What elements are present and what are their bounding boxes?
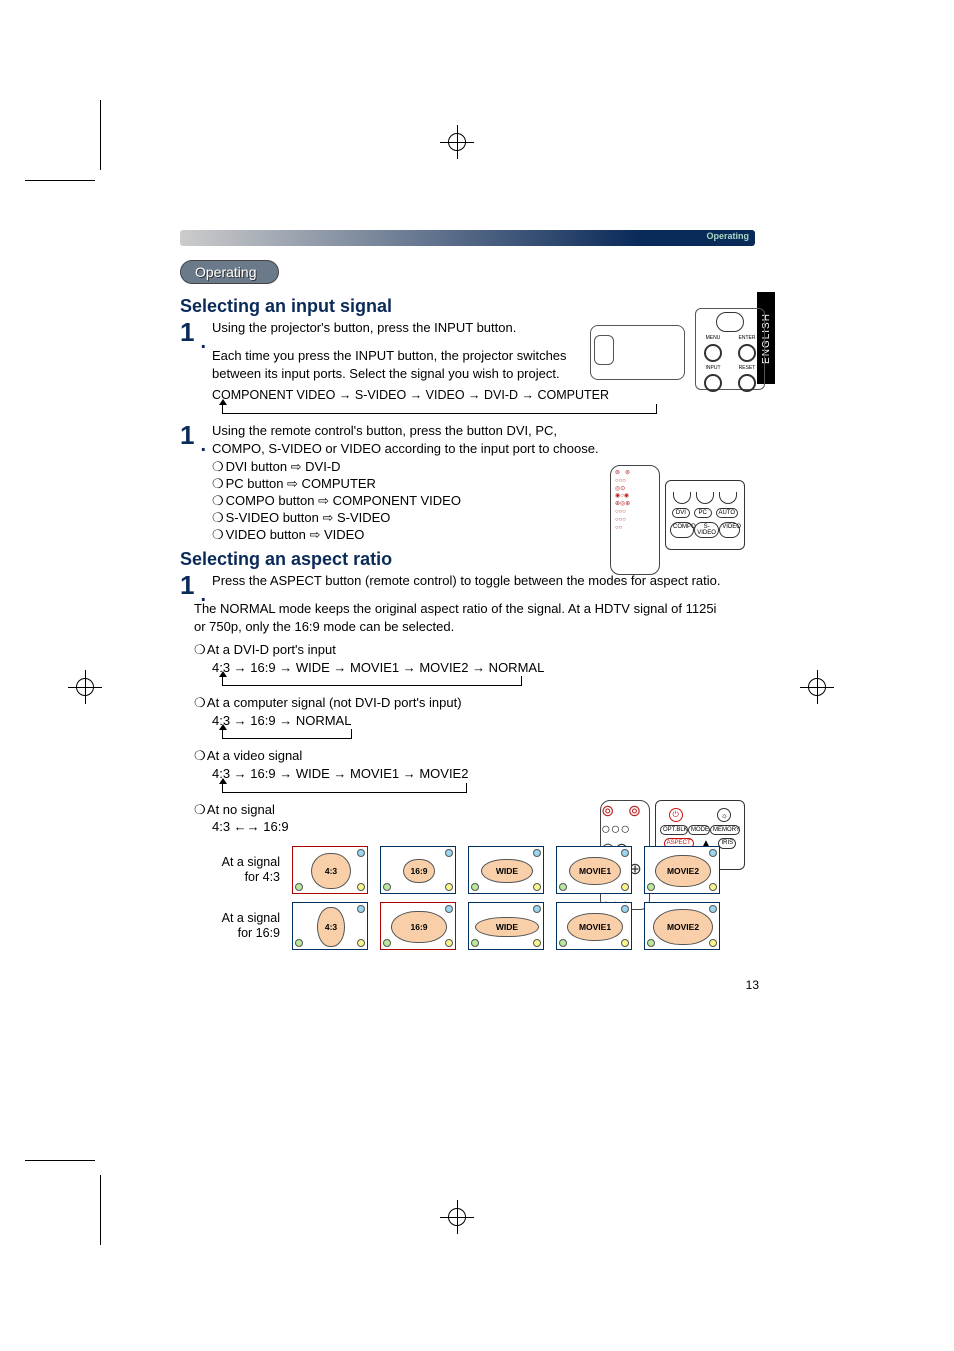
case-label: ❍ At a video signal (194, 747, 755, 765)
crop-tl-h (25, 180, 95, 181)
reg-top (440, 125, 474, 159)
crop-tl-v (100, 100, 101, 170)
aspect-case: ❍ At a computer signal (not DVI-D port's… (180, 694, 755, 739)
step-number: 1 (180, 319, 194, 345)
remote-btn-iris: IRIS (718, 838, 736, 849)
case-chain: 4:3 → 16:9 → WIDE → MOVIE1 → MOVIE2 (212, 765, 755, 783)
loop-line-1 (222, 404, 657, 414)
remote-btn-compo: COMPO (670, 522, 694, 538)
projector-diagram: MENU ENTER INPUT RESET (590, 300, 765, 390)
panel-label-input: INPUT (696, 365, 730, 371)
case-label: ❍ At a DVI-D port's input (194, 641, 755, 659)
case-chain: 4:3 → 16:9 → NORMAL (212, 712, 755, 730)
aspect-case: ❍ At a video signal4:3 → 16:9 → WIDE → M… (180, 747, 755, 792)
aspect-box-movie1: MOVIE1 (556, 846, 632, 894)
aspect-box-label: MOVIE1 (579, 866, 611, 876)
remote-btn-dvi: DVI (672, 508, 690, 518)
section1-step1b: 1. Using the remote control's button, pr… (180, 422, 755, 457)
aspect-row: At a signalfor 4:3 4:3 16:9 WIDE MOVIE1 MOVIE… (180, 846, 755, 894)
aspect-box-label: MOVIE1 (579, 922, 611, 932)
aspect-box-label: MOVIE2 (667, 922, 699, 932)
reg-right (800, 670, 834, 704)
aspect-box-wide: WIDE (468, 846, 544, 894)
power-icon: ⏻ (669, 808, 683, 822)
remote-btn-auto: AUTO (716, 508, 739, 518)
aspect-box-movie1: MOVIE1 (556, 902, 632, 950)
crop-bl-h (25, 1160, 95, 1161)
aspect-box-label: MOVIE2 (667, 866, 699, 876)
header-bar-label: Operating (706, 231, 749, 241)
aspect-box-label: WIDE (496, 866, 518, 876)
aspect-box-label: 4:3 (325, 922, 337, 932)
case-label: ❍ At a computer signal (not DVI-D port's… (194, 694, 755, 712)
remote-btn-mode: MODE (688, 825, 710, 835)
step1a-cont: Each time you press the INPUT button, th… (212, 347, 572, 382)
aspect-box-label: 4:3 (325, 866, 337, 876)
loop-line (222, 729, 352, 739)
bullet-video: VIDEO button ⇨ VIDEO (226, 527, 365, 542)
reg-left (68, 670, 102, 704)
header-bar: Operating (180, 230, 755, 246)
aspect-box-wide: WIDE (468, 902, 544, 950)
case-chain: 4:3 → 16:9 → WIDE → MOVIE1 → MOVIE2 → NO… (212, 659, 755, 677)
loop-line (222, 676, 522, 686)
bullet-compo: COMPO button ⇨ COMPONENT VIDEO (226, 493, 461, 508)
operating-pill: Operating (180, 260, 279, 284)
remote-btn-svideo: S-VIDEO (694, 522, 719, 538)
panel-label-menu: MENU (696, 335, 730, 341)
remote-btn-pc: PC (694, 508, 712, 518)
remote-diagram-1: ⊚ ⊚○○○◎⊙◉○◉⊕◎⊕○○○○○○○○ DVI PC AUTO COMPO… (610, 465, 745, 580)
remote-btn-memory: MEMORY (710, 825, 740, 835)
bullet-pc: PC button ⇨ COMPUTER (226, 476, 376, 491)
remote1-callout: DVI PC AUTO COMPO S-VIDEO VIDEO (665, 480, 745, 550)
lamp-icon: ☼ (717, 808, 731, 822)
panel-label-enter: ENTER (730, 335, 764, 341)
crop-bl-v (100, 1175, 101, 1245)
aspect-box-label: WIDE (496, 922, 518, 932)
aspect-box-4-3: 4:3 (292, 902, 368, 950)
aspect-box-16-9: 16:9 (380, 846, 456, 894)
page-content: Operating Operating ENGLISH MENU ENTER I… (180, 230, 755, 958)
remote-btn-video: VIDEO (719, 522, 740, 538)
step-number: 1 (180, 422, 194, 448)
bullet-dvi: DVI button ⇨ DVI-D (226, 459, 341, 474)
aspect-row-label: At a signalfor 4:3 (180, 855, 280, 885)
aspect-box-label: 16:9 (410, 922, 427, 932)
step1a-text: Using the projector's button, press the … (212, 320, 516, 335)
signal-chain-1: COMPONENT VIDEO → S-VIDEO → VIDEO → DVI-… (212, 388, 755, 402)
loop-line (222, 783, 467, 793)
aspect-box-movie2: MOVIE2 (644, 846, 720, 894)
aspect-box-4-3: 4:3 (292, 846, 368, 894)
projector-panel: MENU ENTER INPUT RESET (695, 308, 765, 390)
step1b-text: Using the remote control's button, press… (212, 423, 599, 456)
aspect-row: At a signalfor 16:9 4:3 16:9 WIDE MOVIE1 MOVI… (180, 902, 755, 950)
aspect-box-movie2: MOVIE2 (644, 902, 720, 950)
aspect-case: ❍ At a DVI-D port's input4:3 → 16:9 → WI… (180, 641, 755, 686)
aspect-row-label: At a signalfor 16:9 (180, 911, 280, 941)
remote-btn-optblk: OPT.BLK (660, 825, 688, 835)
projector-lens (594, 335, 614, 365)
panel-label-reset: RESET (730, 365, 764, 371)
step-number: 1 (180, 572, 194, 598)
aspect-box-label: 16:9 (410, 866, 427, 876)
bullet-svideo: S-VIDEO button ⇨ S-VIDEO (226, 510, 391, 525)
aspect-note: The NORMAL mode keeps the original aspec… (194, 600, 724, 635)
page-number: 13 (746, 978, 759, 992)
aspect-box-16-9: 16:9 (380, 902, 456, 950)
reg-bottom (440, 1200, 474, 1234)
